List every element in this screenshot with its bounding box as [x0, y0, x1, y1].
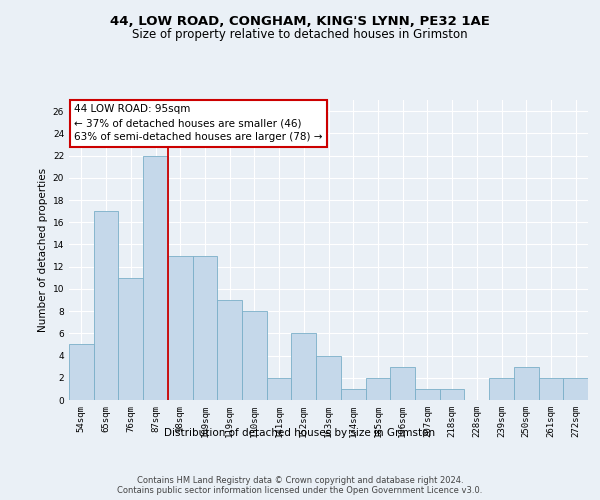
Bar	[440, 389, 464, 400]
Bar	[390, 366, 415, 400]
Bar	[365, 378, 390, 400]
Y-axis label: Number of detached properties: Number of detached properties	[38, 168, 49, 332]
Bar	[94, 211, 118, 400]
Bar	[217, 300, 242, 400]
Bar	[415, 389, 440, 400]
Bar	[539, 378, 563, 400]
Bar	[168, 256, 193, 400]
Text: 44 LOW ROAD: 95sqm
← 37% of detached houses are smaller (46)
63% of semi-detache: 44 LOW ROAD: 95sqm ← 37% of detached hou…	[74, 104, 323, 142]
Text: 44, LOW ROAD, CONGHAM, KING'S LYNN, PE32 1AE: 44, LOW ROAD, CONGHAM, KING'S LYNN, PE32…	[110, 15, 490, 28]
Bar	[292, 334, 316, 400]
Bar	[118, 278, 143, 400]
Bar	[316, 356, 341, 400]
Bar	[563, 378, 588, 400]
Bar	[341, 389, 365, 400]
Bar	[143, 156, 168, 400]
Bar	[267, 378, 292, 400]
Bar	[242, 311, 267, 400]
Text: Contains HM Land Registry data © Crown copyright and database right 2024.
Contai: Contains HM Land Registry data © Crown c…	[118, 476, 482, 496]
Bar	[193, 256, 217, 400]
Bar	[514, 366, 539, 400]
Text: Distribution of detached houses by size in Grimston: Distribution of detached houses by size …	[164, 428, 436, 438]
Text: Size of property relative to detached houses in Grimston: Size of property relative to detached ho…	[132, 28, 468, 41]
Bar	[69, 344, 94, 400]
Bar	[489, 378, 514, 400]
